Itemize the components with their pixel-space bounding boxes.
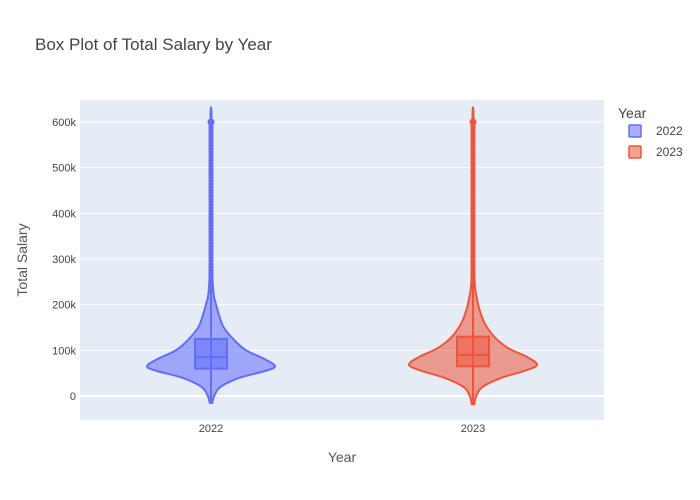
y-tick-label: 300k: [52, 254, 76, 266]
outlier-point: [207, 118, 215, 126]
x-axis-title: Year: [328, 449, 357, 465]
chart-title: Box Plot of Total Salary by Year: [35, 35, 272, 54]
y-tick-label: 400k: [52, 208, 76, 220]
box: [194, 337, 228, 370]
legend-title: Year: [618, 105, 647, 121]
y-axis-title: Total Salary: [14, 223, 30, 296]
legend-label-2023[interactable]: 2023: [656, 145, 683, 159]
legend-label-2022[interactable]: 2022: [656, 124, 683, 138]
legend: Year 2022 2023: [618, 105, 683, 159]
x-tick-labels: 2022 2023: [199, 423, 485, 435]
violin-2022: [145, 106, 277, 404]
box: [456, 335, 490, 368]
outlier-point: [469, 118, 477, 126]
y-tick-labels: 0 100k 200k 300k 400k 500k 600k: [52, 117, 76, 403]
violin-2023: [408, 106, 538, 406]
outliers: [207, 118, 215, 294]
y-tick-label: 200k: [52, 300, 76, 312]
grid-lines: [80, 121, 604, 397]
legend-swatch-2023[interactable]: [628, 145, 642, 159]
legend-swatch-2022[interactable]: [628, 124, 642, 138]
y-tick-label: 100k: [52, 345, 76, 357]
outliers: [469, 118, 477, 289]
y-tick-label: 600k: [52, 117, 76, 129]
y-tick-label: 500k: [52, 163, 76, 175]
x-tick-label: 2022: [199, 423, 223, 435]
violins: [145, 106, 538, 406]
y-tick-label: 0: [70, 391, 76, 403]
x-tick-label: 2023: [461, 423, 485, 435]
